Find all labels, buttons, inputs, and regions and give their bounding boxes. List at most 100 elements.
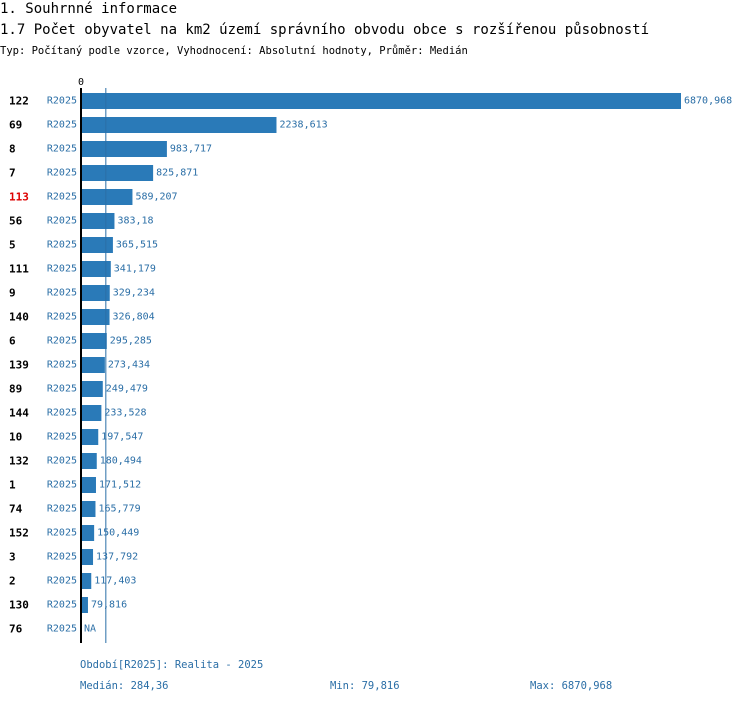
category-label: 8 (9, 143, 16, 156)
series-label: R2025 (47, 480, 77, 491)
value-label: 249,479 (106, 384, 148, 395)
value-label: 295,285 (110, 336, 152, 347)
value-label: 180,494 (100, 456, 142, 467)
series-label: R2025 (47, 360, 77, 371)
series-label: R2025 (47, 528, 77, 539)
bar (81, 477, 96, 493)
bar (81, 381, 103, 397)
category-label: 69 (9, 119, 22, 132)
value-label: 329,234 (113, 288, 155, 299)
bar (81, 501, 96, 517)
series-label: R2025 (47, 192, 77, 203)
series-label: R2025 (47, 432, 77, 443)
value-label: 326,804 (113, 312, 155, 323)
series-label: R2025 (47, 336, 77, 347)
category-label: 111 (9, 263, 29, 276)
series-label: R2025 (47, 168, 77, 179)
chart-title: 1.7 Počet obyvatel na km2 území správníh… (0, 22, 650, 38)
value-label: 273,434 (108, 360, 150, 371)
value-label: 137,792 (96, 552, 138, 563)
category-label: 6 (9, 335, 16, 348)
category-label: 113 (9, 191, 29, 204)
value-label: 825,871 (156, 168, 198, 179)
series-label: R2025 (47, 384, 77, 395)
bar (81, 189, 133, 205)
value-label: 983,717 (170, 144, 212, 155)
value-label: 589,207 (135, 192, 177, 203)
series-label: R2025 (47, 96, 77, 107)
category-label: 122 (9, 95, 29, 108)
bar (81, 117, 277, 133)
value-label: 165,779 (98, 504, 140, 515)
value-label: 383,18 (117, 216, 153, 227)
footer-period: Období[R2025]: Realita - 2025 (80, 659, 264, 671)
series-label: R2025 (47, 144, 77, 155)
series-label: R2025 (47, 552, 77, 563)
series-label: R2025 (47, 216, 77, 227)
bar (81, 333, 107, 349)
footer-min: Min: 79,816 (330, 680, 400, 692)
series-label: R2025 (47, 240, 77, 251)
chart-subtitle: Typ: Počítaný podle vzorce, Vyhodnocení:… (0, 45, 468, 57)
category-label: 5 (9, 239, 16, 252)
bar (81, 165, 154, 181)
category-label: 10 (9, 431, 22, 444)
footer-median: Medián: 284,36 (80, 680, 169, 692)
value-label: 117,403 (94, 576, 136, 587)
bar (81, 429, 99, 445)
value-label: 233,528 (104, 408, 146, 419)
series-label: R2025 (47, 456, 77, 467)
value-label: 365,515 (116, 240, 158, 251)
value-label: NA (84, 624, 96, 635)
value-label: 2238,613 (279, 120, 327, 131)
category-label: 74 (9, 503, 23, 516)
bar (81, 309, 110, 325)
category-label: 140 (9, 311, 29, 324)
bar (81, 237, 113, 253)
bar (81, 405, 102, 421)
footer-max: Max: 6870,968 (530, 680, 613, 692)
category-label: 130 (9, 599, 29, 612)
value-label: 150,449 (97, 528, 139, 539)
bar (81, 285, 110, 301)
category-label: 144 (9, 407, 29, 420)
bar (81, 261, 111, 277)
series-label: R2025 (47, 120, 77, 131)
bar (81, 525, 95, 541)
category-label: 76 (9, 623, 23, 636)
bar (81, 141, 167, 157)
series-label: R2025 (47, 600, 77, 611)
axis-zero-label: 0 (78, 77, 84, 88)
value-label: 197,547 (101, 432, 143, 443)
series-label: R2025 (47, 264, 77, 275)
category-label: 1 (9, 479, 16, 492)
value-label: 79,816 (91, 600, 127, 611)
bar (81, 597, 88, 613)
value-label: 6870,968 (684, 96, 732, 107)
series-label: R2025 (47, 408, 77, 419)
bar (81, 357, 105, 373)
series-label: R2025 (47, 504, 77, 515)
bar (81, 573, 92, 589)
category-label: 152 (9, 527, 29, 540)
category-label: 7 (9, 167, 16, 180)
section-title: 1. Souhrnné informace (0, 1, 178, 17)
series-label: R2025 (47, 624, 77, 635)
bar (81, 453, 97, 469)
series-label: R2025 (47, 576, 77, 587)
value-label: 341,179 (114, 264, 156, 275)
category-label: 3 (9, 551, 16, 564)
bar (81, 93, 681, 109)
bar (81, 213, 115, 229)
category-label: 9 (9, 287, 16, 300)
category-label: 139 (9, 359, 29, 372)
category-label: 89 (9, 383, 22, 396)
series-label: R2025 (47, 288, 77, 299)
series-label: R2025 (47, 312, 77, 323)
category-label: 56 (9, 215, 23, 228)
bar (81, 549, 94, 565)
category-label: 132 (9, 455, 29, 468)
value-label: 171,512 (99, 480, 141, 491)
category-label: 2 (9, 575, 16, 588)
